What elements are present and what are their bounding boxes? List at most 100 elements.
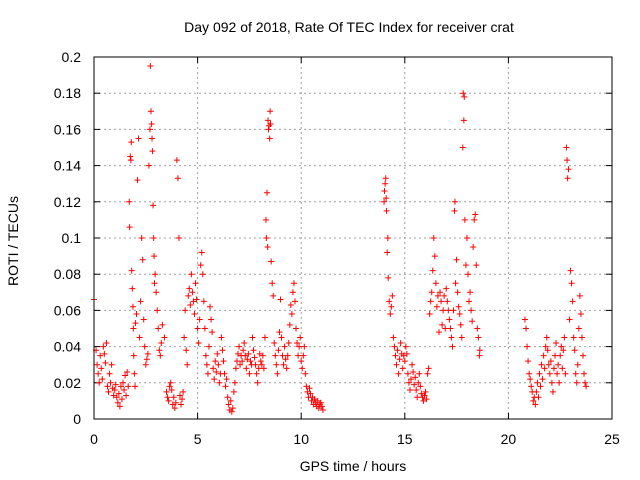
data-point (550, 365, 557, 372)
data-point (539, 376, 546, 383)
data-point (381, 187, 388, 194)
data-point (394, 347, 401, 354)
data-point (468, 307, 475, 314)
data-point (264, 244, 271, 251)
data-point (181, 334, 188, 341)
data-point (100, 343, 107, 350)
data-point (399, 365, 406, 372)
data-point (443, 285, 450, 292)
x-tick-label: 0 (90, 431, 98, 447)
data-point (301, 343, 308, 350)
y-axis-label: ROTI / TECUs (5, 196, 21, 286)
data-point (410, 368, 417, 375)
data-point (319, 406, 326, 413)
data-point (180, 388, 187, 395)
data-point (275, 347, 282, 354)
data-point (117, 383, 124, 390)
data-point (214, 350, 221, 357)
data-point (528, 383, 535, 390)
data-point (156, 347, 163, 354)
data-point (266, 135, 273, 142)
data-point (123, 392, 130, 399)
data-point (288, 311, 295, 318)
data-point (224, 394, 231, 401)
data-point (157, 352, 164, 359)
data-point (274, 370, 281, 377)
data-point (111, 387, 118, 394)
data-point (455, 303, 462, 310)
data-point (265, 126, 272, 133)
data-point (121, 387, 128, 394)
data-point (464, 271, 471, 278)
data-point (411, 381, 418, 388)
data-point (134, 177, 141, 184)
chart-title: Day 092 of 2018, Rate Of TEC Index for r… (184, 19, 514, 35)
data-point (267, 120, 274, 127)
data-point (124, 368, 131, 375)
data-point (102, 359, 109, 366)
y-tick-label: 0.14 (54, 158, 81, 174)
data-point (147, 63, 154, 70)
data-point (561, 334, 568, 341)
data-point (94, 361, 101, 368)
data-point (420, 397, 427, 404)
data-point (532, 401, 539, 408)
data-point (389, 292, 396, 299)
data-point (155, 325, 162, 332)
data-point (138, 235, 145, 241)
data-point (185, 292, 192, 299)
data-point (252, 361, 259, 368)
data-point (220, 358, 227, 365)
data-point (128, 139, 135, 146)
data-point (302, 370, 309, 377)
data-point (273, 361, 280, 368)
data-point (294, 339, 301, 346)
data-point (115, 390, 122, 397)
data-point (204, 370, 211, 377)
data-point (408, 376, 415, 383)
data-point (127, 153, 134, 160)
data-point (300, 352, 307, 359)
data-point (229, 405, 236, 412)
data-point (454, 289, 461, 296)
data-point (166, 383, 173, 390)
data-point (158, 339, 165, 346)
y-tick-label: 0.06 (54, 302, 81, 318)
x-tick-label: 25 (604, 431, 620, 447)
data-point (421, 392, 428, 399)
data-point (173, 157, 180, 164)
data-point (558, 343, 565, 350)
data-point (188, 271, 195, 278)
data-point (286, 321, 293, 328)
data-point (170, 394, 177, 401)
data-point (225, 401, 232, 408)
data-point (240, 347, 247, 354)
data-point (431, 253, 438, 260)
data-point (133, 311, 140, 318)
data-point (293, 325, 300, 332)
data-point (261, 334, 268, 341)
data-point (573, 379, 580, 386)
data-point (418, 390, 425, 397)
data-point (215, 361, 222, 368)
data-point (129, 285, 136, 292)
data-point (474, 325, 481, 332)
data-point (212, 358, 219, 365)
data-point (132, 320, 139, 327)
data-point (110, 392, 117, 399)
data-point (276, 329, 283, 336)
data-point (393, 361, 400, 368)
data-point (557, 352, 564, 359)
data-point (101, 350, 108, 357)
data-point (263, 235, 270, 241)
data-point (457, 321, 464, 328)
data-point (315, 405, 322, 412)
data-point (387, 311, 394, 318)
data-point (151, 280, 158, 287)
data-point (203, 361, 210, 368)
data-point (186, 285, 193, 292)
data-point (262, 216, 269, 223)
data-point (548, 379, 555, 386)
data-point (149, 135, 156, 142)
data-point (213, 368, 220, 375)
